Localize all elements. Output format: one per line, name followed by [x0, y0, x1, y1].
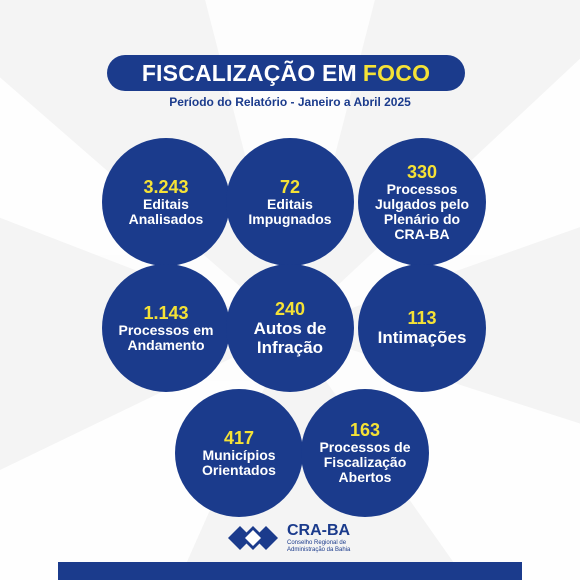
stat-label-line: Andamento [127, 336, 205, 353]
stat-label-line: Impugnados [248, 210, 332, 227]
stat-label-line: Plenário do [383, 210, 461, 227]
org-subtitle-line: Conselho Regional de [287, 540, 347, 546]
stat-value: 72 [279, 176, 301, 197]
title-banner: FISCALIZAÇÃO EM FOCO [107, 55, 465, 91]
stat-label-line: Municípios [202, 446, 276, 463]
stat-municipios-orientados: 417 Municípios Orientados [175, 389, 303, 517]
stat-processos-fiscalizacao: 163 Processos de Fiscalização Abertos [301, 389, 429, 517]
stat-processos-julgados: 330 Processos Julgados pelo Plenário do … [358, 138, 486, 266]
stat-value: 417 [223, 427, 255, 448]
stat-autos-infracao: 240 Autos de Infração [226, 264, 354, 392]
stat-label-line: Julgados pelo [374, 195, 470, 212]
stat-value: 1.143 [143, 302, 189, 323]
stat-value: 163 [349, 420, 381, 440]
stat-value: 3.243 [143, 176, 189, 197]
cra-logo-icon [228, 526, 278, 550]
stat-label-line: Analisados [128, 210, 204, 227]
stat-label-line: Orientados [202, 461, 276, 478]
stat-label-line: Editais [267, 195, 313, 212]
org-subtitle: Conselho Regional de Administração da Ba… [287, 540, 387, 554]
org-subtitle-line: Administração da Bahia [287, 547, 351, 553]
stat-label-line: Infração [256, 337, 324, 357]
stat-editais-impugnados: 72 Editais Impugnados [226, 138, 354, 266]
stat-value: 240 [274, 298, 306, 319]
stat-processos-andamento: 1.143 Processos em Andamento [102, 264, 230, 392]
stat-label-line: Processos de [319, 439, 411, 455]
stat-label-line: Abertos [338, 469, 392, 485]
stat-label-line: Processos em [118, 321, 214, 338]
stat-label-line: Autos de [253, 318, 327, 338]
stat-label-line: Intimações [377, 328, 467, 347]
org-name: CRA-BA [287, 522, 351, 539]
stat-intimacoes: 113 Intimações [358, 264, 486, 392]
report-period: Período do Relatório - Janeiro a Abril 2… [169, 95, 411, 109]
stat-label-line: Fiscalização [323, 454, 407, 470]
stat-label-line: Processos [386, 180, 458, 197]
footer-bar [58, 562, 522, 580]
stat-label-line: Editais [143, 195, 189, 212]
stat-editais-analisados: 3.243 Editais Analisados [102, 138, 230, 266]
stat-label-line: CRA-BA [394, 225, 450, 242]
stat-value: 113 [407, 308, 437, 328]
title-main: FISCALIZAÇÃO EM [141, 59, 357, 86]
stat-value: 330 [406, 161, 438, 182]
title-accent: FOCO [362, 59, 431, 86]
